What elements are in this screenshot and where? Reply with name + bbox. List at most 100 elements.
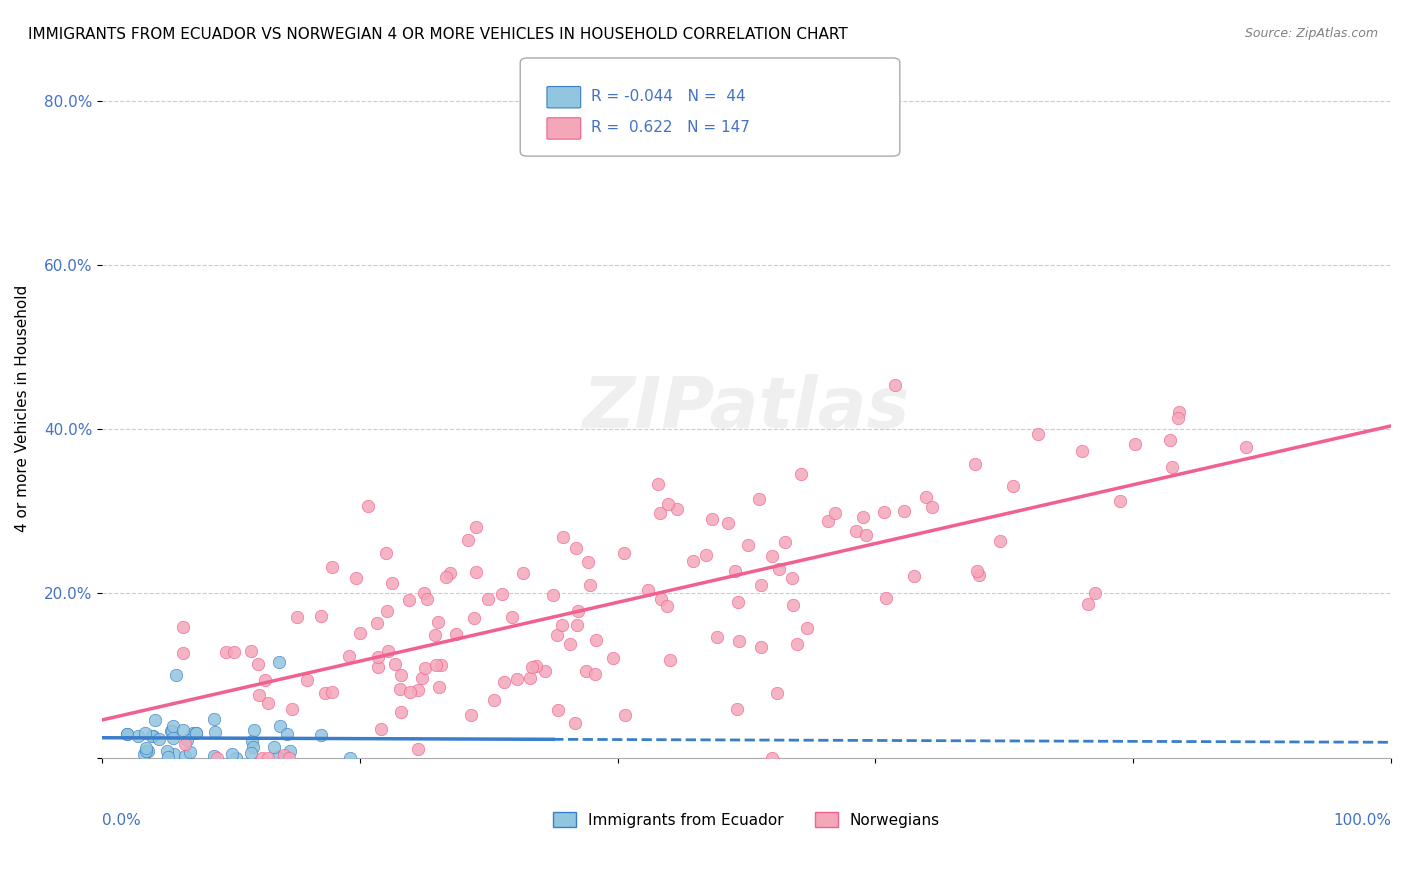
Norwegians — [384, 657, 406, 671]
Norwegians — [439, 566, 461, 580]
Text: 100.0%: 100.0% — [1333, 814, 1391, 829]
Norwegians — [426, 615, 449, 629]
Immigrants from Ecuador — [269, 655, 291, 669]
Norwegians — [852, 509, 875, 524]
Norwegians — [579, 578, 602, 592]
Norwegians — [1070, 444, 1092, 458]
Norwegians — [482, 692, 505, 706]
Immigrants from Ecuador — [186, 725, 208, 739]
Norwegians — [501, 609, 523, 624]
Immigrants from Ecuador — [267, 750, 290, 764]
Norwegians — [446, 627, 468, 641]
Norwegians — [520, 660, 543, 674]
Norwegians — [425, 657, 447, 672]
Norwegians — [637, 582, 659, 597]
Norwegians — [546, 628, 568, 642]
Norwegians — [682, 553, 704, 567]
Immigrants from Ecuador — [172, 723, 194, 737]
Norwegians — [398, 593, 420, 607]
Norwegians — [413, 661, 436, 675]
Norwegians — [430, 658, 453, 673]
Norwegians — [650, 592, 672, 607]
Text: 0.0%: 0.0% — [103, 814, 141, 829]
Norwegians — [375, 545, 398, 559]
Norwegians — [321, 685, 343, 699]
Immigrants from Ecuador — [339, 750, 361, 764]
Norwegians — [519, 672, 541, 686]
Norwegians — [613, 707, 636, 722]
Norwegians — [845, 524, 868, 538]
Norwegians — [1084, 586, 1107, 600]
Norwegians — [321, 560, 343, 574]
Immigrants from Ecuador — [263, 740, 285, 755]
Norwegians — [173, 646, 195, 660]
Immigrants from Ecuador — [174, 748, 197, 763]
Norwegians — [786, 637, 808, 651]
Norwegians — [766, 686, 789, 700]
Immigrants from Ecuador — [148, 731, 170, 746]
Norwegians — [367, 649, 389, 664]
Norwegians — [585, 633, 607, 648]
Norwegians — [252, 750, 274, 764]
Immigrants from Ecuador — [181, 725, 204, 739]
Norwegians — [425, 628, 447, 642]
Norwegians — [773, 534, 796, 549]
Norwegians — [1159, 433, 1181, 447]
Immigrants from Ecuador — [165, 668, 187, 682]
Norwegians — [761, 750, 783, 764]
Immigrants from Ecuador — [163, 747, 186, 762]
Text: IMMIGRANTS FROM ECUADOR VS NORWEGIAN 4 OR MORE VEHICLES IN HOUSEHOLD CORRELATION: IMMIGRANTS FROM ECUADOR VS NORWEGIAN 4 O… — [28, 27, 848, 42]
Norwegians — [583, 667, 606, 681]
Norwegians — [534, 664, 557, 678]
Text: ZIPatlas: ZIPatlas — [583, 374, 910, 443]
Norwegians — [727, 633, 749, 648]
Immigrants from Ecuador — [202, 713, 225, 727]
Norwegians — [963, 457, 986, 471]
Norwegians — [1026, 427, 1049, 442]
Norwegians — [287, 609, 309, 624]
Norwegians — [477, 591, 499, 606]
Norwegians — [492, 674, 515, 689]
Norwegians — [399, 685, 422, 699]
Norwegians — [215, 645, 238, 659]
Immigrants from Ecuador — [156, 744, 179, 758]
Immigrants from Ecuador — [143, 713, 166, 727]
Norwegians — [884, 377, 907, 392]
Norwegians — [551, 617, 574, 632]
Norwegians — [344, 571, 367, 585]
Norwegians — [337, 648, 360, 663]
Norwegians — [875, 591, 897, 605]
Norwegians — [366, 615, 388, 630]
Immigrants from Ecuador — [276, 727, 298, 741]
Immigrants from Ecuador — [134, 725, 156, 739]
Norwegians — [553, 530, 575, 544]
Norwegians — [665, 502, 688, 516]
Norwegians — [575, 664, 598, 678]
Norwegians — [367, 660, 389, 674]
Immigrants from Ecuador — [243, 723, 266, 738]
Norwegians — [782, 598, 804, 612]
Norwegians — [547, 703, 569, 717]
Norwegians — [408, 742, 430, 756]
Text: R =  0.622   N = 147: R = 0.622 N = 147 — [591, 120, 749, 135]
Norwegians — [464, 565, 486, 579]
Immigrants from Ecuador — [136, 744, 159, 758]
Y-axis label: 4 or more Vehicles in Household: 4 or more Vehicles in Household — [15, 285, 30, 533]
Norwegians — [375, 605, 398, 619]
Immigrants from Ecuador — [160, 724, 183, 739]
Norwegians — [389, 667, 412, 681]
Norwegians — [222, 644, 245, 658]
Immigrants from Ecuador — [225, 750, 247, 764]
Norwegians — [377, 644, 399, 658]
Norwegians — [564, 715, 586, 730]
Norwegians — [413, 585, 436, 599]
Norwegians — [256, 750, 278, 764]
Norwegians — [505, 673, 527, 687]
Norwegians — [295, 673, 318, 687]
Norwegians — [966, 564, 988, 578]
Norwegians — [411, 671, 433, 685]
Norwegians — [541, 588, 564, 602]
Norwegians — [650, 506, 672, 520]
Norwegians — [460, 708, 482, 723]
Norwegians — [1123, 436, 1146, 450]
